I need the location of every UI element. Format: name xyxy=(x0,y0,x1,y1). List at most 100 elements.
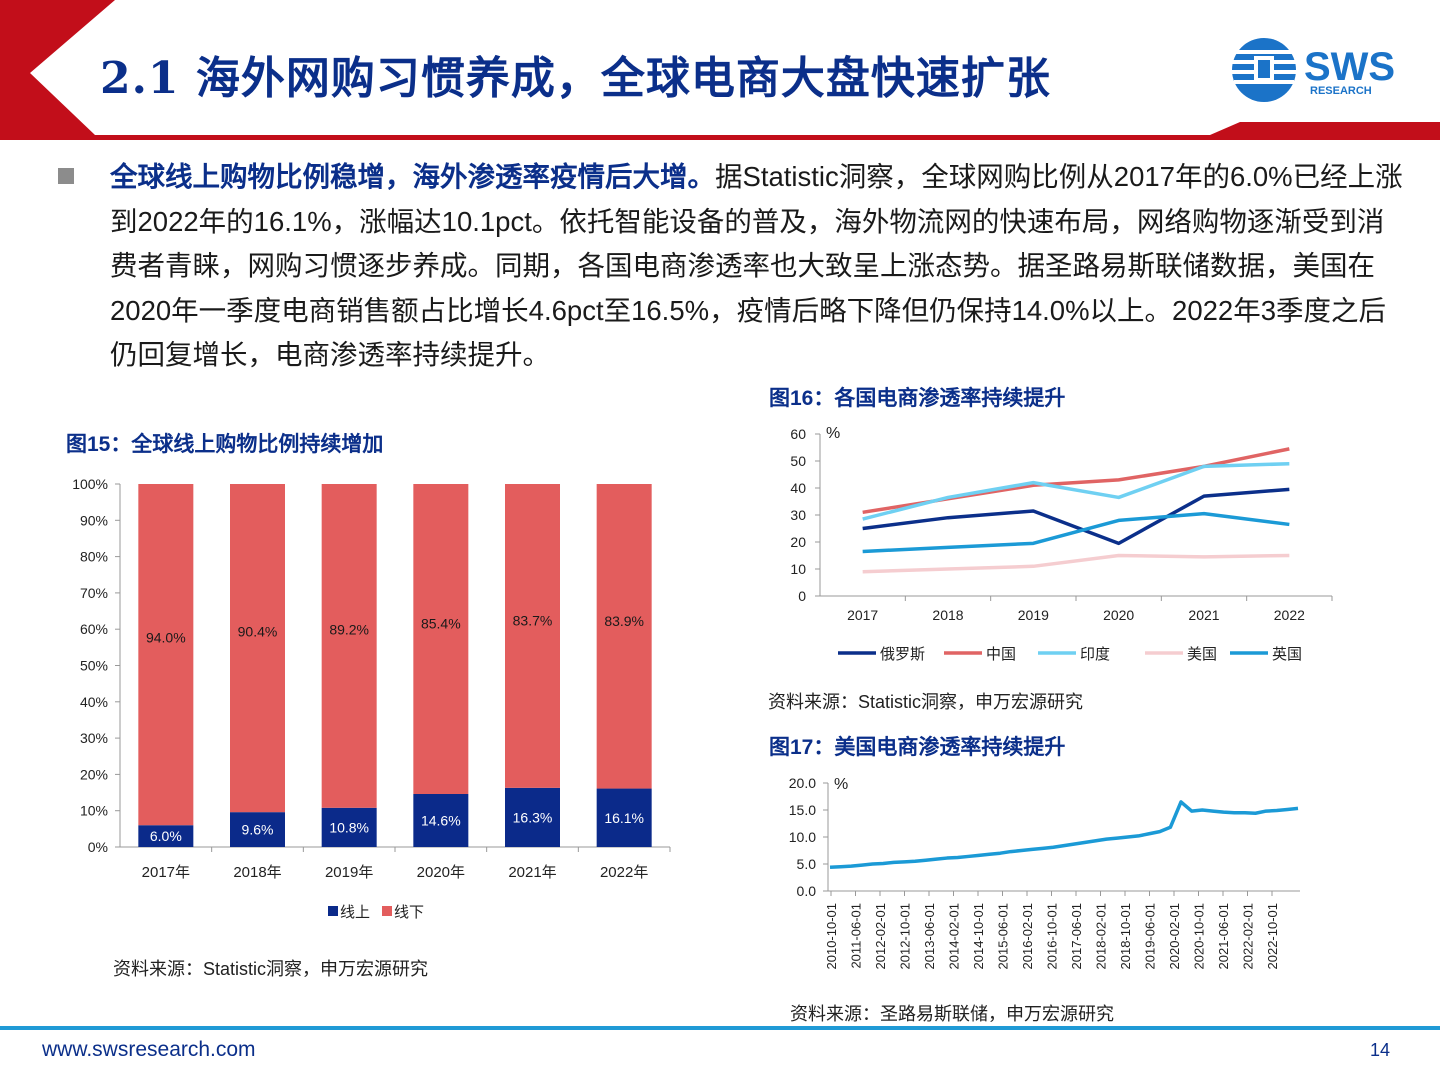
x-tick-label: 2012-02-01 xyxy=(873,903,888,970)
fig17-chart: 0.0 5.0 10.0 15.0 20.0 % 2010-10-01 2011-06-01 2… xyxy=(789,775,1300,970)
series-line-美国 xyxy=(862,553,1290,574)
y-unit-label: % xyxy=(826,425,840,442)
legend-swatch xyxy=(328,906,338,916)
bar-offline xyxy=(321,484,377,808)
y-tick-label: 20.0 xyxy=(789,775,816,791)
y-tick-label: 20% xyxy=(80,766,108,782)
y-tick-label: 0.0 xyxy=(797,883,817,899)
page-title: 2.1 海外网购习惯养成，全球电商大盘快速扩张 xyxy=(100,53,1051,104)
fig17-source: 资料来源：圣路易斯联储，申万宏源研究 xyxy=(790,1004,1114,1024)
y-tick-label: 0% xyxy=(88,839,108,855)
y-tick-label: 50 xyxy=(790,453,806,469)
legend-label: 线上 xyxy=(340,904,370,921)
x-tick-label: 2016-10-01 xyxy=(1045,903,1060,970)
data-label: 10.8% xyxy=(329,819,369,835)
x-tick-label: 2022年 xyxy=(600,864,648,881)
bar-offline xyxy=(138,484,194,826)
legend-label: 美国 xyxy=(1187,646,1217,663)
x-tick-label: 2021年 xyxy=(508,864,556,881)
data-label: 16.1% xyxy=(604,810,644,826)
x-tick-label: 2012-10-01 xyxy=(898,903,913,970)
footer-url[interactable]: www.swsresearch.com xyxy=(42,1038,256,1061)
page-number: 14 xyxy=(1370,1040,1391,1060)
data-label: 16.3% xyxy=(513,809,553,825)
y-tick-label: 30 xyxy=(790,507,806,523)
fig17-title: 图17：美国电商渗透率持续提升 xyxy=(769,736,1066,759)
fig15-source: 资料来源：Statistic洞察，申万宏源研究 xyxy=(113,959,429,979)
y-tick-label: 10.0 xyxy=(789,829,816,845)
fig16-source: 资料来源：Statistic洞察，申万宏源研究 xyxy=(768,692,1084,712)
x-tick-label: 2019-06-01 xyxy=(1143,903,1158,970)
data-label: 14.6% xyxy=(421,813,461,829)
fig16-title: 图16：各国电商渗透率持续提升 xyxy=(769,387,1066,410)
legend-label: 英国 xyxy=(1272,645,1302,663)
legend-label: 线下 xyxy=(394,904,424,921)
x-tick-label: 2019 xyxy=(1018,607,1049,623)
bullet-square xyxy=(58,168,74,184)
x-tick-label: 2021-06-01 xyxy=(1216,903,1231,970)
fig15-chart: 0% 10% 20% 30% 40% 50% 60% 70% 80% 90% 100% 6.0% 94.… xyxy=(72,476,671,921)
y-tick-label: 50% xyxy=(80,658,108,674)
x-tick-label: 2014-02-01 xyxy=(947,903,962,970)
bar-online xyxy=(321,807,377,847)
logo-subtext: RESEARCH xyxy=(1310,85,1372,97)
x-tick-label: 2022-02-01 xyxy=(1241,903,1256,970)
y-tick-label: 100% xyxy=(72,476,108,492)
x-tick-label: 2016-02-01 xyxy=(1020,903,1035,970)
data-label: 83.9% xyxy=(604,613,644,629)
series-line-英国 xyxy=(862,511,1290,554)
y-tick-label: 20 xyxy=(790,534,806,550)
data-label: 89.2% xyxy=(329,622,369,638)
x-tick-label: 2020年 xyxy=(417,864,465,881)
series-line-印度 xyxy=(862,461,1290,521)
series-line-俄罗斯 xyxy=(862,487,1290,546)
sws-logo: SWS RESEARCH xyxy=(1232,38,1395,102)
bar-online xyxy=(596,788,652,847)
footer-divider xyxy=(0,1026,1440,1030)
logo-text: SWS xyxy=(1304,45,1395,89)
y-tick-label: 40% xyxy=(80,694,108,710)
bar-online xyxy=(230,812,285,847)
x-tick-label: 2020-02-01 xyxy=(1167,903,1182,970)
legend-label: 印度 xyxy=(1080,646,1110,663)
x-tick-label: 2013-06-01 xyxy=(922,903,937,970)
data-label: 90.4% xyxy=(238,624,278,640)
y-tick-label: 30% xyxy=(80,730,108,746)
bold-lead: 全球线上购物比例稳增，海外渗透率疫情后大增。 xyxy=(110,161,715,192)
y-unit-label: % xyxy=(834,776,848,793)
x-tick-label: 2017年 xyxy=(142,864,190,881)
series-line-us xyxy=(829,800,1299,869)
legend-swatch xyxy=(382,906,392,916)
fig15-title: 图15：全球线上购物比例持续增加 xyxy=(66,433,384,456)
y-tick-label: 5.0 xyxy=(797,856,817,872)
legend-label: 俄罗斯 xyxy=(880,646,925,663)
y-tick-label: 90% xyxy=(80,512,108,528)
data-label: 94.0% xyxy=(146,630,186,646)
y-tick-label: 40 xyxy=(790,480,806,496)
bar-online xyxy=(505,787,560,847)
x-tick-label: 2011-06-01 xyxy=(849,903,864,969)
x-tick-label: 2010-10-01 xyxy=(824,903,839,970)
body-text: 据Statistic洞察，全球网购比例从2017年的6.0%已经上涨到2022年… xyxy=(110,161,1403,370)
x-tick-label: 2019年 xyxy=(325,864,373,881)
x-tick-label: 2017-06-01 xyxy=(1069,903,1084,970)
x-tick-label: 2022-10-01 xyxy=(1265,903,1280,970)
x-tick-label: 2018-02-01 xyxy=(1094,903,1109,970)
x-tick-label: 2017 xyxy=(847,607,878,623)
bar-offline xyxy=(230,484,285,813)
y-tick-label: 10 xyxy=(790,561,806,577)
bar-offline xyxy=(413,484,469,795)
header-band xyxy=(0,0,1440,140)
x-tick-label: 2015-06-01 xyxy=(996,903,1011,970)
y-tick-label: 60 xyxy=(790,426,806,442)
x-tick-label: 2018-10-01 xyxy=(1118,903,1133,970)
x-tick-label: 2021 xyxy=(1188,607,1219,623)
data-label: 83.7% xyxy=(513,613,553,629)
x-tick-label: 2014-10-01 xyxy=(971,903,986,970)
bar-offline xyxy=(505,484,560,788)
y-tick-label: 10% xyxy=(80,803,108,819)
x-tick-label: 2020-10-01 xyxy=(1192,903,1207,970)
y-tick-label: 70% xyxy=(80,585,108,601)
x-tick-label: 2018 xyxy=(932,607,963,623)
bar-offline xyxy=(596,484,652,789)
